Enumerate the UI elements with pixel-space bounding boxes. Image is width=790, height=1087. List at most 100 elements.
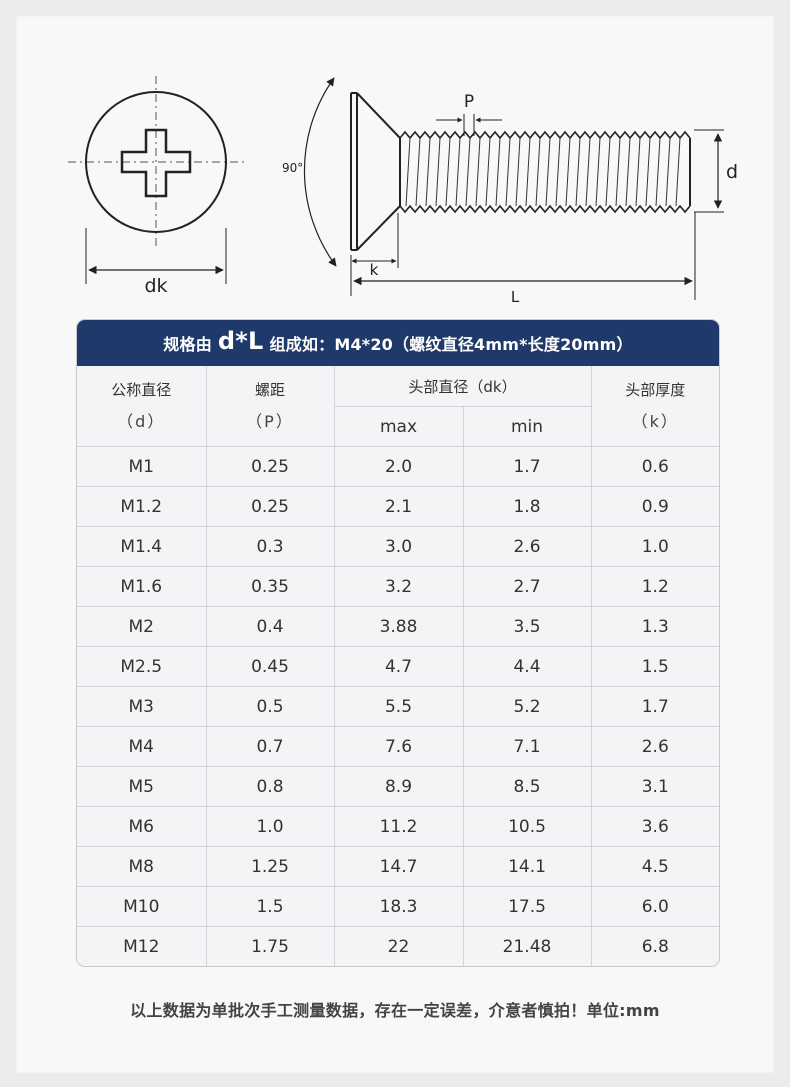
thread-line	[435, 137, 441, 207]
cell-min: 7.1	[462, 726, 592, 767]
table-row: M4 0.7 7.6 7.1 2.6	[77, 726, 719, 767]
cell-pitch: 1.5	[205, 886, 335, 927]
cell-max: 2.1	[333, 486, 464, 527]
thread-line	[575, 137, 581, 207]
table-row: M3 0.5 5.5 5.2 1.7	[77, 686, 719, 727]
cell-pitch: 0.7	[205, 726, 335, 767]
thread-line	[495, 137, 501, 207]
table-row: M5 0.8 8.9 8.5 3.1	[77, 766, 719, 807]
angle-label: 90°	[282, 161, 303, 175]
cell-min: 2.7	[462, 566, 592, 607]
k-label: k	[370, 261, 379, 279]
cell-max: 22	[333, 926, 464, 966]
cell-head-height: 1.3	[590, 606, 719, 647]
thread-line	[485, 137, 491, 207]
spec-table: 规格由 d*L 组成如：M4*20（螺纹直径4mm*长度20mm） 公称直径 （…	[76, 319, 720, 967]
cell-pitch: 1.75	[205, 926, 335, 966]
cell-min: 8.5	[462, 766, 592, 807]
cell-nominal: M1.4	[77, 526, 207, 567]
cell-min: 10.5	[462, 806, 592, 847]
cell-head-height: 3.1	[590, 766, 719, 807]
thread-line	[675, 137, 681, 207]
cell-max: 7.6	[333, 726, 464, 767]
cell-max: 3.2	[333, 566, 464, 607]
thread-line	[425, 137, 431, 207]
cell-min: 3.5	[462, 606, 592, 647]
cell-nominal: M12	[77, 926, 207, 966]
thread-line	[555, 137, 561, 207]
thread-line	[615, 137, 621, 207]
cell-max: 3.0	[333, 526, 464, 567]
screw-diagram: dk 90° P d k	[68, 76, 738, 306]
spec-grid: 公称直径 （d） 螺距 （P） 头部直径（dk） 头部厚度 （k） max mi…	[77, 366, 719, 966]
cell-head-height: 6.0	[590, 886, 719, 927]
cell-head-height: 1.7	[590, 686, 719, 727]
cell-pitch: 1.25	[205, 846, 335, 887]
cell-head-height: 2.6	[590, 726, 719, 767]
cell-max: 11.2	[333, 806, 464, 847]
length-label: L	[511, 288, 520, 306]
thread-line	[645, 137, 651, 207]
cell-min: 5.2	[462, 686, 592, 727]
thread-line	[585, 137, 591, 207]
cell-head-height: 4.5	[590, 846, 719, 887]
cell-min: 21.48	[462, 926, 592, 966]
cell-max: 14.7	[333, 846, 464, 887]
table-row: M1.4 0.3 3.0 2.6 1.0	[77, 526, 719, 567]
thread-line	[535, 137, 541, 207]
header-pitch: 螺距 （P）	[205, 366, 335, 447]
header-max: max	[334, 406, 464, 447]
cell-pitch: 0.4	[205, 606, 335, 647]
cell-pitch: 1.0	[205, 806, 335, 847]
cell-head-height: 6.8	[590, 926, 719, 966]
cell-nominal: M6	[77, 806, 207, 847]
cell-max: 5.5	[333, 686, 464, 727]
thread-line	[635, 137, 641, 207]
cell-pitch: 0.45	[205, 646, 335, 687]
thread-line	[455, 137, 461, 207]
title-prefix: 规格由	[163, 335, 212, 354]
table-row: M2.5 0.45 4.7 4.4 1.5	[77, 646, 719, 687]
table-row: M12 1.75 22 21.48 6.8	[77, 926, 719, 966]
header-nominal: 公称直径 （d）	[77, 366, 207, 447]
cell-pitch: 0.3	[205, 526, 335, 567]
thread-line	[625, 137, 631, 207]
dk-label: dk	[144, 275, 167, 297]
head-top-view: dk	[68, 76, 248, 297]
thread-line	[465, 137, 471, 207]
cell-head-height: 1.0	[590, 526, 719, 567]
cell-max: 3.88	[333, 606, 464, 647]
cell-min: 14.1	[462, 846, 592, 887]
cell-head-height: 0.6	[590, 446, 719, 487]
diameter-label: d	[726, 161, 738, 183]
cell-nominal: M2.5	[77, 646, 207, 687]
title-formula: d*L	[217, 327, 264, 355]
cell-min: 1.7	[462, 446, 592, 487]
cell-head-height: 1.2	[590, 566, 719, 607]
cell-max: 8.9	[333, 766, 464, 807]
cell-nominal: M1.6	[77, 566, 207, 607]
cell-pitch: 0.35	[205, 566, 335, 607]
pitch-label: P	[464, 92, 474, 112]
title-suffix: 组成如：M4*20（螺纹直径4mm*长度20mm）	[269, 335, 633, 354]
cell-pitch: 0.25	[205, 486, 335, 527]
cell-nominal: M2	[77, 606, 207, 647]
cell-max: 4.7	[333, 646, 464, 687]
cell-max: 18.3	[333, 886, 464, 927]
thread-line	[595, 137, 601, 207]
cell-nominal: M10	[77, 886, 207, 927]
thread-line	[405, 137, 411, 207]
footnote: 以上数据为单批次手工测量数据，存在一定误差，介意者慎拍！单位:mm	[130, 1001, 660, 1020]
cell-head-height: 0.9	[590, 486, 719, 527]
thread-line	[505, 137, 511, 207]
thread-line	[445, 137, 451, 207]
cell-pitch: 0.8	[205, 766, 335, 807]
cell-nominal: M8	[77, 846, 207, 887]
thread-line	[605, 137, 611, 207]
thread-line	[565, 137, 571, 207]
table-row: M8 1.25 14.7 14.1 4.5	[77, 846, 719, 887]
cell-max: 2.0	[333, 446, 464, 487]
table-row: M2 0.4 3.88 3.5 1.3	[77, 606, 719, 647]
cell-min: 4.4	[462, 646, 592, 687]
table-row: M6 1.0 11.2 10.5 3.6	[77, 806, 719, 847]
